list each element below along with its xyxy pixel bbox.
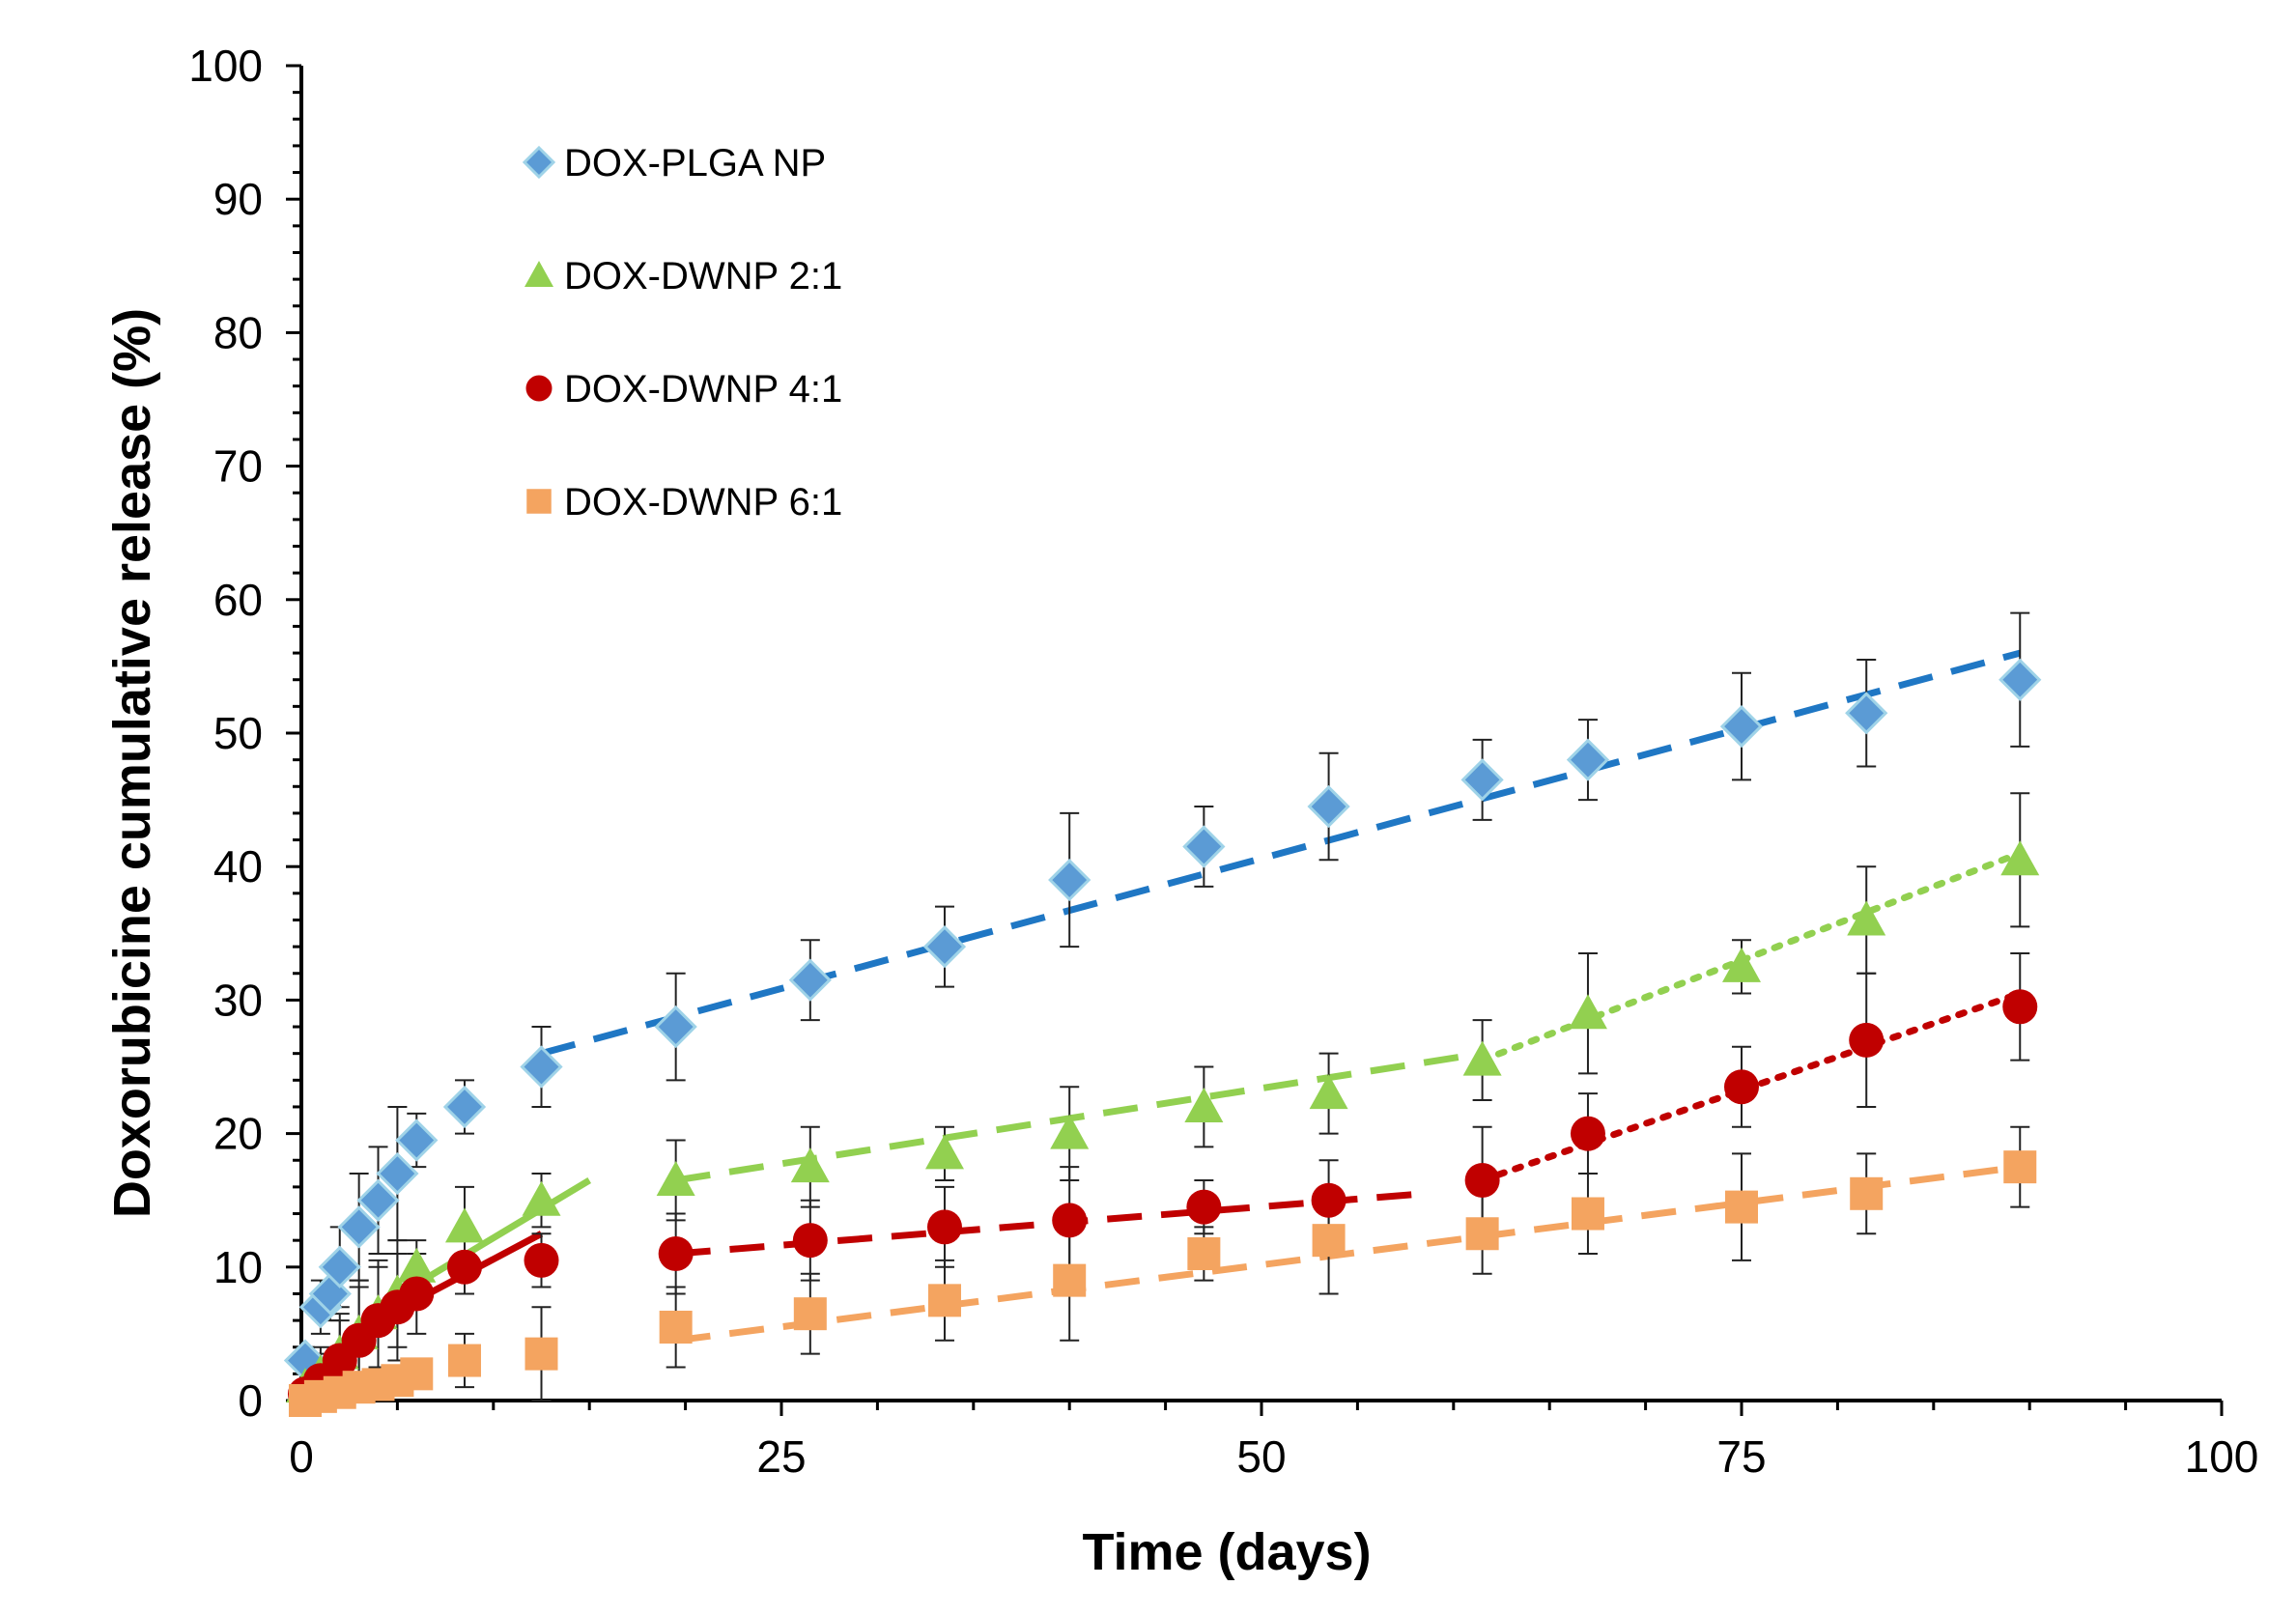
data-point-series-3	[400, 1357, 434, 1391]
data-point-series-3	[524, 1337, 558, 1371]
y-tick-label: 40	[213, 841, 263, 892]
data-point-series-0	[1182, 825, 1226, 868]
data-point-series-3	[659, 1310, 693, 1344]
data-point-series-2	[1311, 1182, 1346, 1218]
data-point-series-1	[1722, 947, 1761, 982]
legend-marker	[525, 375, 553, 402]
data-point-series-0	[1307, 784, 1350, 829]
trendline-dashed	[540, 649, 2022, 1058]
x-tick-label: 0	[289, 1431, 314, 1482]
data-point-series-2	[446, 1249, 482, 1285]
data-point-series-2	[2002, 989, 2038, 1025]
data-point-series-3	[793, 1297, 827, 1331]
data-point-series-3	[1053, 1263, 1087, 1297]
data-point-series-1	[397, 1247, 437, 1283]
axes: 0 10 20 30 40 50 60 70 80 90 100 0 25 50 75 100	[188, 41, 2258, 1482]
error-bars	[295, 611, 2030, 1408]
x-tick-label: 50	[1236, 1431, 1286, 1482]
data-point-series-0	[922, 924, 967, 969]
data-point-series-0	[356, 1178, 400, 1222]
data-point-series-0	[1719, 704, 1764, 749]
y-tick-label: 100	[188, 41, 263, 91]
data-point-series-1	[1050, 1114, 1090, 1149]
data-point-series-2	[524, 1242, 559, 1278]
x-tick-label: 100	[2185, 1431, 2259, 1482]
data-point-series-2	[1186, 1189, 1222, 1225]
y-tick-label: 20	[213, 1109, 263, 1159]
x-tick-label: 75	[1716, 1431, 1766, 1482]
legend-label: DOX-PLGA NP	[564, 142, 826, 184]
trendline-dashed	[675, 1163, 2021, 1345]
data-point-series-1	[1184, 1087, 1224, 1122]
data-point-series-2	[1052, 1203, 1088, 1238]
legend-label: DOX-DWNP 4:1	[564, 368, 842, 411]
data-point-series-0	[654, 1005, 697, 1049]
y-tick-label: 0	[238, 1375, 263, 1426]
data-point-series-2	[1724, 1069, 1759, 1105]
data-point-series-0	[1048, 858, 1091, 902]
y-tick-label: 10	[213, 1242, 263, 1292]
y-tick-label: 90	[213, 174, 263, 224]
legend-marker	[522, 145, 556, 180]
data-point-series-2	[1849, 1022, 1885, 1058]
trendline-dashed	[675, 1050, 1484, 1184]
data-point-series-1	[1568, 994, 1607, 1030]
data-point-series-2	[658, 1235, 694, 1271]
legend-marker	[526, 489, 552, 514]
data-point-series-1	[2000, 840, 2040, 876]
data-point-series-2	[1464, 1162, 1500, 1198]
data-point-series-0	[1460, 758, 1504, 802]
data-point-series-1	[444, 1207, 484, 1243]
data-point-series-1	[924, 1134, 964, 1170]
data-point-series-3	[1312, 1224, 1346, 1258]
data-point-series-3	[447, 1344, 481, 1377]
data-point-series-0	[1566, 738, 1610, 781]
data-point-series-3	[927, 1284, 961, 1317]
y-tick-label: 80	[213, 307, 263, 357]
data-point-series-2	[1570, 1116, 1605, 1151]
data-point-series-1	[656, 1160, 695, 1196]
trendline-dotted	[1479, 849, 2024, 1064]
data-point-series-0	[337, 1205, 381, 1249]
data-point-series-3	[1725, 1190, 1758, 1224]
data-point-series-3	[2003, 1150, 2037, 1184]
y-tick-label: 30	[213, 975, 263, 1025]
y-axis-title: Doxorubicine cumulative release (%)	[103, 308, 161, 1218]
x-tick-label: 25	[756, 1431, 806, 1482]
data-point-series-0	[1845, 692, 1888, 735]
data-point-series-0	[1998, 658, 2042, 701]
data-point-series-1	[1462, 1040, 1502, 1076]
y-tick-label: 50	[213, 708, 263, 758]
data-point-series-0	[788, 958, 832, 1002]
data-point-series-3	[1571, 1197, 1604, 1231]
data-point-series-1	[1847, 900, 1886, 936]
data-point-series-1	[522, 1180, 561, 1216]
data-point-series-1	[790, 1147, 830, 1183]
data-point-series-0	[318, 1245, 361, 1288]
data-point-series-2	[926, 1209, 962, 1245]
x-axis-title: Time (days)	[1082, 1523, 1371, 1581]
legend-marker	[524, 261, 553, 287]
data-point-series-0	[376, 1151, 419, 1196]
y-tick-label: 70	[213, 441, 263, 492]
legend: DOX-PLGA NP DOX-DWNP 2:1 DOX-DWNP 4:1 DOX-D…	[522, 142, 842, 524]
data-point-series-0	[395, 1118, 439, 1162]
data-point-series-2	[792, 1223, 828, 1259]
y-tick-label: 60	[213, 575, 263, 625]
data-point-series-1	[1309, 1074, 1348, 1110]
data-markers	[283, 658, 2042, 1417]
data-point-series-0	[520, 1045, 563, 1089]
legend-label: DOX-DWNP 6:1	[564, 481, 842, 524]
data-point-series-0	[442, 1085, 487, 1129]
data-point-series-3	[1850, 1176, 1884, 1210]
data-point-series-3	[1187, 1236, 1221, 1270]
data-point-series-2	[399, 1276, 435, 1312]
legend-label: DOX-DWNP 2:1	[564, 255, 842, 297]
data-point-series-3	[1465, 1217, 1499, 1251]
